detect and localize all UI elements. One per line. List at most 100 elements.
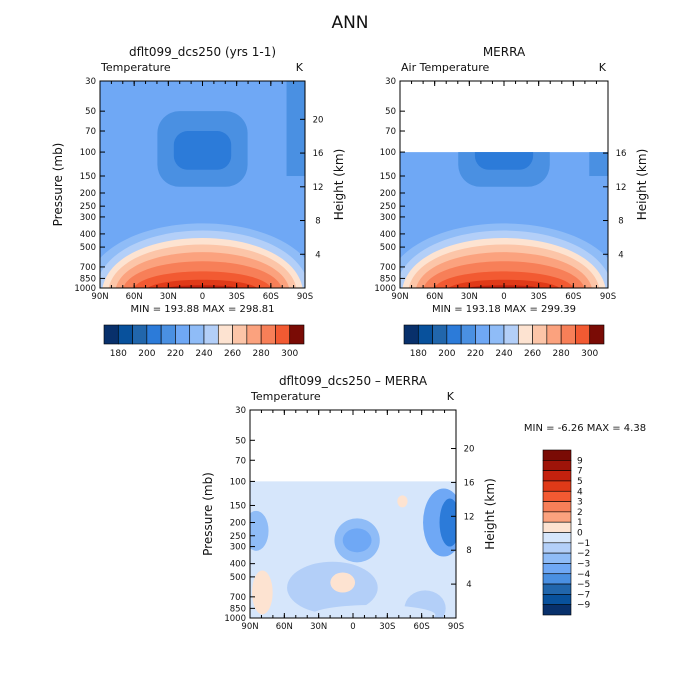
right-axis-label: Height (km) — [332, 149, 346, 220]
y-tick-label: 250 — [80, 202, 96, 212]
colorbar-swatch — [542, 449, 572, 461]
contour-band — [286, 81, 305, 177]
height-tick-label: 12 — [616, 183, 627, 193]
colorbar-label: 280 — [253, 349, 270, 359]
y-tick-label: 400 — [380, 230, 396, 240]
y-tick-label: 30 — [385, 77, 396, 87]
x-tick-label: 30S — [379, 622, 395, 632]
colorbar-swatch — [589, 324, 605, 345]
colorbar-label: 180 — [110, 349, 127, 359]
plot-axes — [249, 409, 457, 619]
colorbar-swatch — [103, 324, 119, 345]
colorbar-swatch — [542, 594, 572, 605]
plot-axes — [99, 80, 306, 289]
colorbar-swatch — [542, 521, 572, 533]
colorbar-label: 4 — [577, 487, 583, 497]
colorbar-swatch — [275, 324, 291, 345]
y-tick-label: 500 — [380, 243, 396, 253]
y-tick-label: 100 — [230, 477, 246, 487]
height-tick-label: 12 — [464, 512, 475, 522]
y-tick-label: 150 — [230, 501, 246, 511]
y-tick-label: 50 — [235, 436, 246, 446]
x-tick-label: 0 — [200, 292, 205, 302]
height-tick-label: 12 — [313, 183, 324, 193]
y-tick-label: 500 — [230, 573, 246, 583]
height-tick-label: 8 — [618, 217, 623, 227]
colorbar-swatch — [542, 511, 572, 523]
colorbar-swatch — [175, 324, 191, 345]
colorbar-swatch — [546, 324, 562, 345]
colorbar-label: −3 — [577, 559, 590, 569]
height-tick-label: 8 — [315, 217, 320, 227]
y-tick-label: 300 — [230, 543, 246, 553]
colorbar-swatch — [503, 324, 519, 345]
y-tick-label: 500 — [80, 243, 96, 253]
panel-units: K — [296, 61, 304, 74]
colorbar-label: 200 — [438, 349, 455, 359]
y-tick-label: 100 — [80, 148, 96, 158]
x-tick-label: 90S — [297, 292, 313, 302]
height-tick-label: 20 — [464, 445, 475, 455]
colorbar-swatch — [117, 324, 133, 345]
y-tick-label: 100 — [380, 148, 396, 158]
contour-band — [311, 604, 436, 618]
x-tick-label: 60N — [276, 622, 293, 632]
height-tick-label: 4 — [466, 580, 471, 590]
x-tick-label: 90S — [448, 622, 464, 632]
colorbar-label: 220 — [467, 349, 484, 359]
x-tick-label: 60S — [414, 622, 430, 632]
x-tick-label: 30S — [531, 292, 547, 302]
y-tick-label: 400 — [230, 560, 246, 570]
x-tick-label: 30S — [229, 292, 245, 302]
y-axis-label: Pressure (mb) — [51, 143, 65, 227]
height-tick-label: 4 — [618, 250, 623, 260]
x-tick-label: 60S — [565, 292, 581, 302]
y-tick-label: 150 — [80, 172, 96, 182]
colorbar-label: −1 — [577, 539, 590, 549]
colorbar-label: −4 — [577, 570, 591, 580]
y-tick-label: 250 — [380, 202, 396, 212]
y-tick-label: 700 — [80, 263, 96, 273]
colorbar-swatch — [289, 324, 305, 345]
y-axis-label: Pressure (mb) — [201, 472, 215, 556]
panel-title: dflt099_dcs250 (yrs 1-1) — [129, 45, 276, 59]
panel-title: dflt099_dcs250 – MERRA — [279, 374, 428, 388]
right-axis-label: Height (km) — [635, 149, 649, 220]
y-tick-label: 700 — [380, 263, 396, 273]
colorbar-swatch — [160, 324, 176, 345]
x-tick-label: 30N — [160, 292, 177, 302]
height-tick-label: 16 — [313, 149, 324, 159]
contour-band — [342, 528, 372, 553]
colorbar-label: 9 — [577, 456, 583, 466]
colorbar-label: 1 — [577, 518, 583, 528]
colorbar-label: −2 — [577, 549, 590, 559]
colorbar-label: 280 — [553, 349, 570, 359]
contour-field — [250, 481, 456, 618]
panel-variable: Air Temperature — [401, 61, 490, 74]
y-tick-label: 50 — [85, 107, 96, 117]
x-tick-label: 30N — [310, 622, 327, 632]
y-tick-label: 70 — [235, 456, 246, 466]
colorbar-swatch — [575, 324, 591, 345]
y-tick-label: 50 — [385, 107, 396, 117]
colorbar-swatch — [260, 324, 276, 345]
colorbar-label: 5 — [577, 477, 583, 487]
y-tick-label: 200 — [380, 189, 396, 199]
colorbar-label: −9 — [577, 601, 591, 611]
colorbar-swatch — [146, 324, 162, 345]
colorbar-swatch — [542, 470, 572, 482]
x-tick-label: 60N — [126, 292, 143, 302]
colorbar-swatch — [542, 490, 572, 502]
panel-units: K — [599, 61, 607, 74]
contour-band — [173, 131, 232, 170]
y-tick-label: 850 — [230, 604, 246, 614]
colorbar-swatch — [542, 532, 572, 544]
y-tick-label: 1000 — [224, 614, 246, 624]
height-tick-label: 16 — [464, 478, 475, 488]
height-tick-label: 8 — [466, 546, 471, 556]
right-axis-label: Height (km) — [483, 478, 497, 549]
colorbar-swatch — [132, 324, 148, 345]
min-max-text: MIN = 193.88 MAX = 298.81 — [130, 304, 274, 315]
contour-band — [439, 498, 456, 547]
